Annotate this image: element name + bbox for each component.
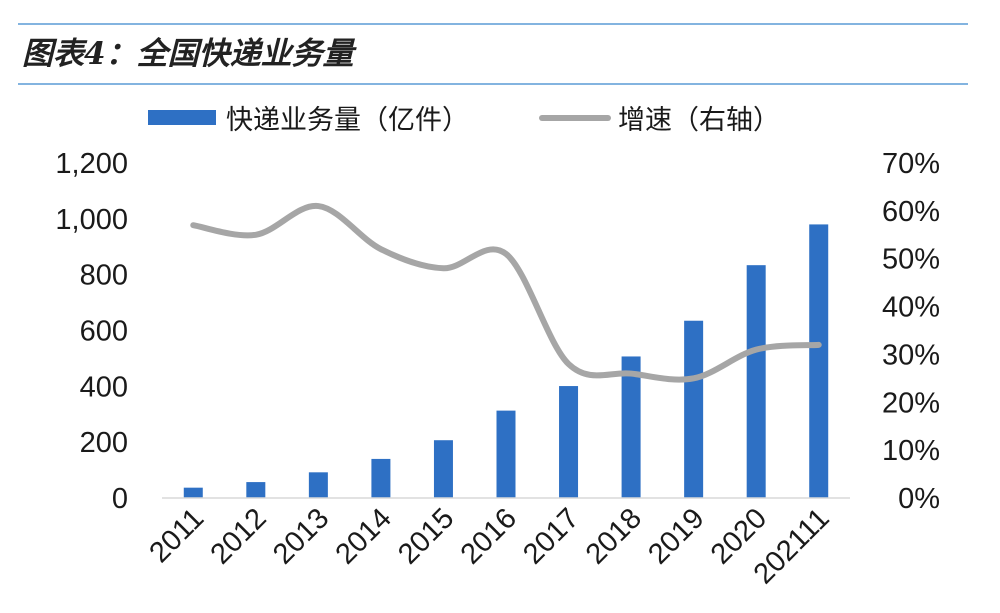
left-tick-label: 1,200 [55,148,128,180]
bar [308,472,328,498]
bar [684,320,704,498]
x-tick-label: 2019 [642,502,710,570]
x-tick-label: 2015 [392,502,460,570]
right-tick-label: 20% [882,387,940,419]
growth-line [190,203,822,383]
bar [559,386,579,498]
right-tick-label: 70% [882,148,940,180]
left-tick-label: 800 [80,260,128,292]
bars [183,224,829,498]
x-tick-label: 2017 [517,502,585,570]
right-tick-label: 60% [882,196,940,228]
right-tick-label: 0% [898,483,940,515]
x-tick-label: 2012 [205,502,273,570]
x-tick-label: 2011 [143,502,210,569]
right-tick-label: 50% [882,244,940,276]
bar [371,458,391,498]
chart-title: 图表4：全国快递业务量 [22,36,358,72]
legend: 快递业务量（亿件） 增速（右轴） [148,105,780,136]
x-tick-label: 2018 [580,502,648,570]
legend-bar-swatch [148,110,216,125]
left-tick-label: 0 [112,483,128,515]
bar [183,487,203,498]
left-axis-ticks: 1,200 1,000 800 600 400 200 0 [55,148,128,515]
right-tick-label: 10% [882,435,940,467]
bar [433,440,453,498]
bar [746,265,766,498]
left-tick-label: 600 [80,316,128,348]
left-tick-label: 400 [80,371,128,403]
bar [496,410,516,498]
x-tick-label: 2013 [267,502,335,570]
left-tick-label: 200 [80,427,128,459]
bar [809,224,829,498]
x-axis-ticks: 2011201220132014201520162017201820192020… [143,502,835,590]
x-tick-label: 2014 [330,502,398,570]
growth-line-path [190,203,822,383]
bar [621,356,641,498]
right-axis-ticks: 70% 60% 50% 40% 30% 20% 10% 0% [882,148,940,515]
bar [246,482,266,498]
right-tick-label: 40% [882,292,940,324]
right-tick-label: 30% [882,339,940,371]
legend-line-label: 增速（右轴） [618,105,780,136]
left-tick-label: 1,000 [55,204,128,236]
legend-bar-label: 快递业务量（亿件） [226,105,469,136]
x-tick-label: 2016 [455,502,523,570]
